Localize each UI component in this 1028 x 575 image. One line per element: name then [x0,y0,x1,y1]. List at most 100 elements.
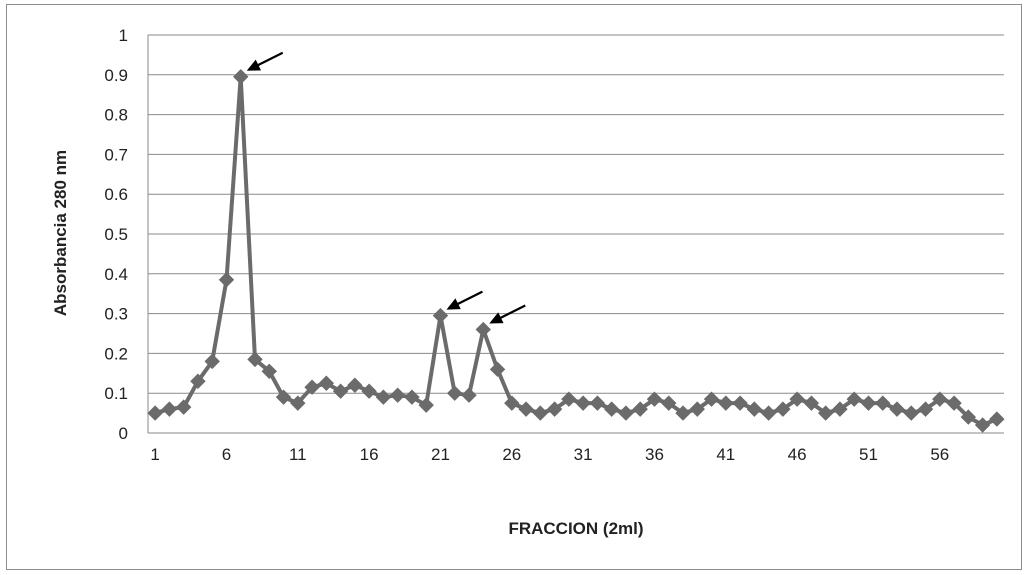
data-point-11 [290,395,306,411]
data-point-35 [632,401,648,417]
data-point-6 [218,272,235,288]
x-tick-label: 36 [645,445,664,464]
data-point-45 [775,401,791,417]
data-point-5 [204,353,220,370]
x-tick-label: 56 [930,445,949,464]
data-point-52 [875,395,891,411]
data-point-18 [389,387,406,403]
data-point-23 [461,387,477,403]
x-tick-labels: 1 6 11 16 21 26 31 36 41 46 51 56 [150,445,949,464]
data-point-54 [903,405,919,421]
data-point-27 [518,401,534,417]
data-point-19 [404,389,420,405]
data-point-31 [575,395,591,411]
x-tick-label: 11 [289,445,307,464]
annotation-arrowhead-2 [446,298,461,310]
data-point-13 [318,375,335,391]
data-point-12 [304,379,320,395]
axes [147,35,1004,434]
x-tick-label: 1 [150,445,159,464]
chart-frame [6,4,1022,570]
data-point-34 [618,405,634,421]
data-point-36 [646,391,663,407]
data-point-39 [689,401,705,417]
y-tick-label: 0.4 [104,265,128,284]
data-point-15 [347,377,363,393]
y-tick-label: 0 [119,424,128,443]
data-point-33 [603,401,620,417]
data-point-4 [190,373,206,389]
annotation-arrows [246,51,526,324]
y-tick-label: 0.7 [104,145,128,164]
series-layer [147,69,1005,433]
y-tick-label: 0.9 [104,66,128,85]
y-tick-label: 0.8 [104,106,128,125]
data-point-21 [432,307,449,324]
data-point-43 [746,401,763,417]
data-point-26 [504,395,520,411]
x-tick-label: 51 [859,445,878,464]
data-point-22 [447,385,463,401]
data-point-29 [546,401,563,417]
x-tick-label: 26 [502,445,521,464]
data-point-47 [803,395,820,411]
data-point-25 [489,361,506,378]
y-tick-label: 0.2 [104,344,128,363]
y-tick-labels: 0 0.1 0.2 0.3 0.4 0.5 0.6 0.7 0.8 0.9 1 [104,26,128,443]
annotation-arrow-3 [496,304,526,321]
data-point-42 [732,395,748,411]
y-tick-label: 0.1 [104,384,128,403]
data-point-1 [147,405,163,421]
y-tick-label: 0.6 [104,185,128,204]
data-point-46 [789,391,805,407]
data-point-41 [718,395,734,411]
data-point-9 [261,363,277,380]
x-tick-label: 21 [431,445,450,464]
data-point-20 [418,397,434,413]
data-point-17 [375,389,392,405]
data-point-59 [974,417,991,433]
data-point-60 [989,411,1005,427]
y-tick-label: 1 [119,26,128,45]
data-point-53 [889,401,905,417]
x-tick-label: 41 [716,445,735,464]
data-point-24 [475,321,491,338]
data-point-58 [960,409,977,425]
data-point-14 [332,383,349,399]
data-point-51 [860,395,877,411]
data-point-8 [247,351,263,368]
x-axis-title: FRACCION (2ml) [508,519,643,538]
data-point-37 [661,395,677,411]
y-axis-title: Absorbancia 280 nm [51,150,70,316]
data-point-3 [175,399,192,415]
annotation-arrow-1 [254,51,284,68]
y-tick-label: 0.3 [104,305,128,324]
data-point-57 [946,395,962,411]
data-point-32 [589,395,606,411]
data-point-56 [932,391,948,407]
data-point-55 [917,401,934,417]
annotation-arrowhead-3 [489,312,504,324]
data-point-30 [561,391,577,407]
data-point-44 [760,405,777,421]
data-point-28 [532,405,549,421]
data-point-40 [703,391,720,407]
annotation-arrowhead-1 [246,59,262,71]
data-point-16 [361,383,377,399]
data-point-50 [846,391,862,407]
x-tick-label: 31 [574,445,593,464]
gridlines [148,34,1004,394]
x-tick-label: 46 [788,445,807,464]
data-point-10 [275,389,292,405]
x-tick-label: 16 [360,445,379,464]
annotation-arrow-2 [453,290,483,307]
data-point-49 [832,401,848,417]
y-tick-label: 0.5 [104,225,128,244]
x-tick-label: 6 [222,445,231,464]
data-point-7 [233,69,249,85]
data-point-38 [675,405,691,421]
data-point-48 [817,405,834,421]
series-line [154,74,998,427]
data-point-2 [161,401,178,417]
